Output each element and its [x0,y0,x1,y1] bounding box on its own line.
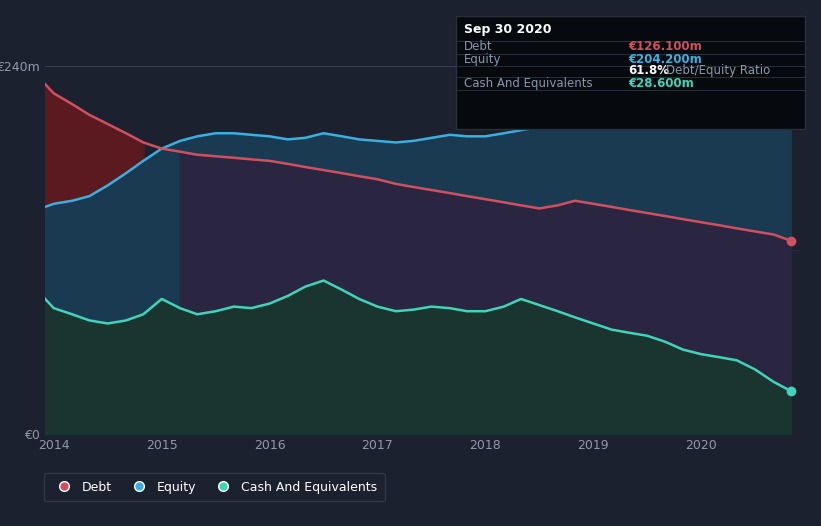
Text: €204.200m: €204.200m [628,53,702,66]
Text: 61.8%: 61.8% [628,64,669,77]
Text: Cash And Equivalents: Cash And Equivalents [464,77,593,90]
Text: €126.100m: €126.100m [628,40,702,53]
Text: Sep 30 2020: Sep 30 2020 [464,23,552,36]
Text: Debt/Equity Ratio: Debt/Equity Ratio [666,64,770,77]
Legend: Debt, Equity, Cash And Equivalents: Debt, Equity, Cash And Equivalents [44,473,384,501]
Text: €28.600m: €28.600m [628,77,694,90]
Text: Debt: Debt [464,40,493,53]
Text: Equity: Equity [464,53,502,66]
